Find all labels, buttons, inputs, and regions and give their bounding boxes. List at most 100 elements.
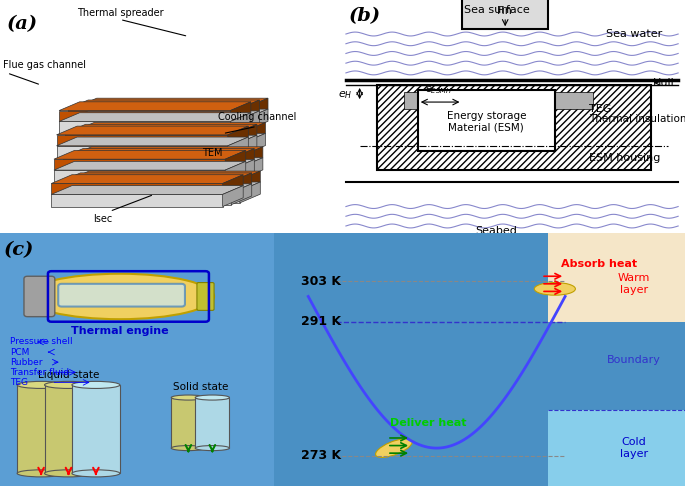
Polygon shape [68,191,240,203]
FancyBboxPatch shape [197,282,214,311]
FancyBboxPatch shape [24,276,55,317]
Polygon shape [71,158,263,166]
Text: Pressure shell: Pressure shell [10,337,73,347]
Ellipse shape [375,439,412,457]
Ellipse shape [26,274,214,319]
Text: Sea water: Sea water [606,29,662,39]
Polygon shape [65,133,236,144]
Text: Rubber: Rubber [10,358,42,366]
Bar [462,0,548,29]
Polygon shape [236,124,257,144]
Polygon shape [240,182,260,203]
Text: Hull: Hull [653,78,675,87]
Polygon shape [62,149,254,157]
Ellipse shape [171,446,206,451]
Polygon shape [231,184,251,205]
Polygon shape [60,192,231,205]
Ellipse shape [72,382,120,388]
Text: Solid state: Solid state [173,382,228,393]
Polygon shape [74,142,245,155]
Bar [377,85,651,170]
Bar [404,92,593,109]
Polygon shape [68,171,260,180]
Text: lsec: lsec [93,214,112,224]
Text: Boundary: Boundary [607,355,660,364]
Bar [418,90,555,151]
Text: TEM: TEM [202,148,223,158]
Polygon shape [71,147,263,156]
Text: TEG: TEG [589,104,612,114]
Text: Liquid state: Liquid state [38,370,99,380]
Text: Deliver heat: Deliver heat [390,418,466,428]
Polygon shape [71,166,242,179]
Polygon shape [65,124,257,133]
Polygon shape [230,113,251,134]
Text: (b): (b) [349,7,381,25]
Text: Cold
layer: Cold layer [619,437,648,459]
Polygon shape [227,126,248,146]
Text: (a): (a) [7,15,38,33]
Bar [548,410,685,486]
Text: Sea surface: Sea surface [464,5,530,15]
Polygon shape [51,186,243,194]
Bar [45,385,92,473]
FancyBboxPatch shape [58,284,185,307]
Polygon shape [74,122,265,131]
Text: Thermal spreader: Thermal spreader [77,8,163,18]
Text: (c): (c) [3,241,34,259]
Bar [0,233,274,486]
Ellipse shape [45,382,92,388]
Polygon shape [59,110,230,122]
Polygon shape [51,194,223,207]
Ellipse shape [17,470,65,477]
Polygon shape [231,173,251,192]
Text: PCM: PCM [10,347,29,357]
Text: 291 K: 291 K [301,315,342,328]
Polygon shape [65,144,236,156]
Bar [17,385,65,473]
Polygon shape [239,100,260,120]
Polygon shape [60,184,251,192]
Polygon shape [56,135,227,146]
Polygon shape [51,184,223,194]
Text: 273 K: 273 K [301,449,342,462]
Polygon shape [62,168,234,180]
Polygon shape [76,98,268,107]
Ellipse shape [17,382,65,388]
Polygon shape [60,173,251,182]
Polygon shape [242,158,263,179]
Polygon shape [76,118,247,130]
Polygon shape [65,135,257,144]
Polygon shape [74,133,265,142]
Polygon shape [225,161,246,182]
Polygon shape [68,120,239,132]
Polygon shape [225,151,246,170]
Polygon shape [239,111,260,132]
Text: Warm
layer: Warm layer [617,273,650,295]
Polygon shape [60,182,231,192]
Text: $e_H$: $e_H$ [338,89,353,101]
Ellipse shape [195,446,229,451]
Polygon shape [59,122,230,134]
Polygon shape [68,180,240,191]
Polygon shape [68,111,260,120]
Text: Thermal engine: Thermal engine [71,326,169,335]
Polygon shape [242,147,263,166]
Polygon shape [71,156,242,166]
Polygon shape [76,107,247,118]
Polygon shape [59,113,251,122]
Polygon shape [56,126,248,135]
Text: Seabed: Seabed [475,226,518,236]
Polygon shape [74,131,245,142]
Polygon shape [51,175,243,184]
Polygon shape [245,133,265,155]
Polygon shape [62,159,254,168]
Bar [195,398,229,448]
Polygon shape [227,137,248,158]
Polygon shape [230,102,251,122]
Text: Energy storage
Material (ESM): Energy storage Material (ESM) [447,111,526,132]
Bar [72,385,120,473]
Ellipse shape [72,470,120,477]
Polygon shape [247,109,268,130]
Polygon shape [54,161,246,170]
